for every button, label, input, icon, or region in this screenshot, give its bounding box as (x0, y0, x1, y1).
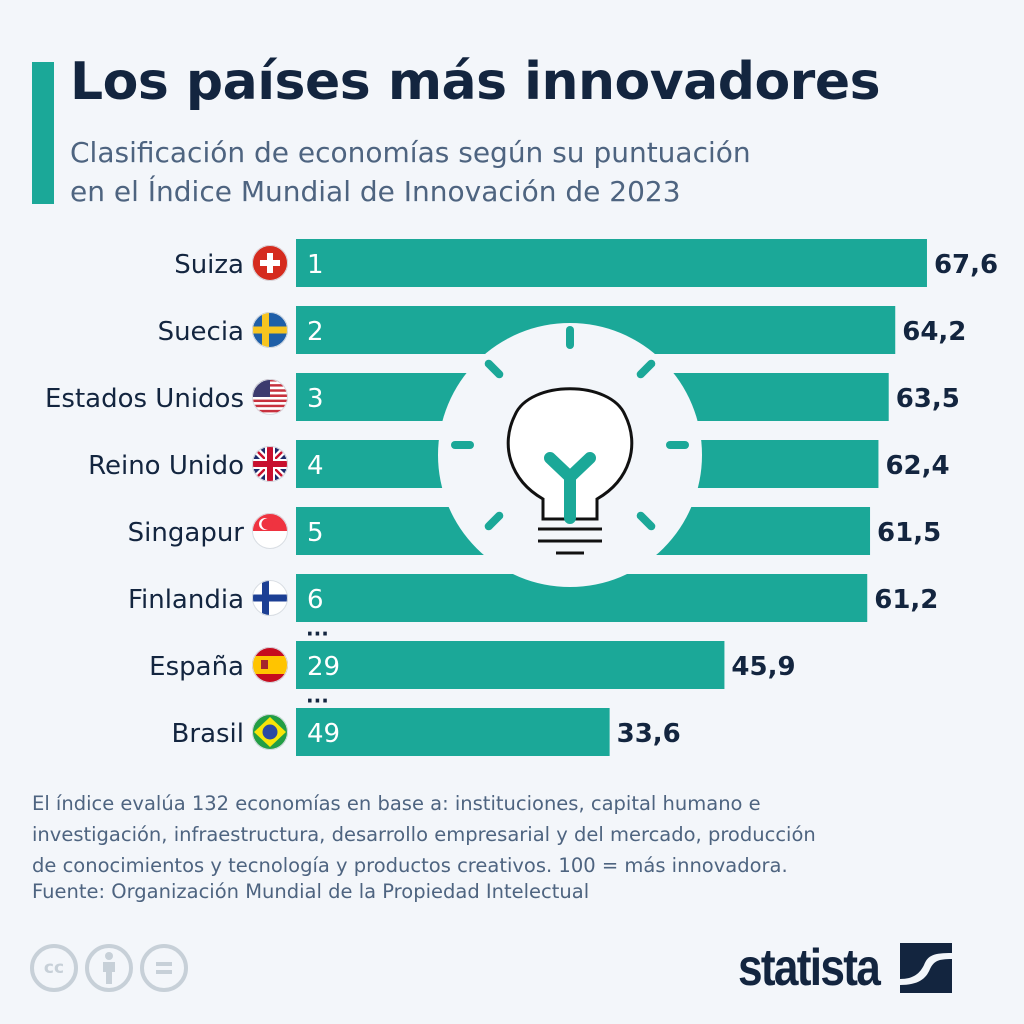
rank-label: 5 (307, 518, 324, 548)
category-label: Reino Unido (88, 451, 244, 481)
switzerland-flag-icon (252, 245, 288, 281)
attribution-icon[interactable] (85, 944, 133, 992)
light-ray (484, 359, 504, 379)
rank-label: 4 (307, 451, 324, 481)
category-label: Singapur (128, 518, 245, 548)
statista-wordmark: statista (738, 939, 881, 997)
category-label: Brasil (172, 719, 244, 749)
page-title: Los países más innovadores (70, 52, 881, 112)
value-label: 62,4 (885, 451, 949, 481)
bar-row: Suecia 2 64,2 (158, 306, 966, 354)
bar (296, 708, 610, 756)
footnote-line-2: investigación, infraestructura, desarrol… (32, 823, 816, 846)
sweden-flag-icon (252, 312, 288, 348)
creative-commons-icon[interactable]: cc (30, 944, 78, 992)
bar-row: Brasil 49 33,6 (172, 708, 681, 756)
uk-flag-icon (252, 446, 288, 482)
license-icons: cc (30, 944, 188, 992)
value-label: 45,9 (731, 652, 795, 682)
bar (296, 239, 927, 287)
value-label: 63,5 (896, 384, 960, 414)
rank-label: 6 (307, 585, 324, 615)
footnote-line-1: El índice evalúa 132 economías en base a… (32, 792, 761, 815)
bar-chart: Suiza 1 67,6 Suecia 2 64,2 Estados Unidos 3 63,5… (45, 239, 998, 756)
statista-logo-icon (900, 943, 953, 993)
statista-logo[interactable]: statista (738, 938, 953, 998)
rank-label: 1 (307, 250, 324, 280)
rank-label: 49 (307, 719, 340, 749)
footnote-line-3: de conocimientos y tecnología y producto… (32, 854, 788, 877)
rank-label: 29 (307, 652, 340, 682)
light-ray (636, 511, 656, 531)
no-derivatives-icon[interactable] (140, 944, 188, 992)
bar-row: Suiza 1 67,6 (174, 239, 998, 287)
lightbulb-icon (438, 323, 702, 587)
source-note: Fuente: Organización Mundial de la Propi… (32, 880, 590, 903)
category-label: España (149, 652, 244, 682)
rank-label: 2 (307, 317, 324, 347)
subtitle-line-1: Clasificación de economías según su punt… (70, 136, 751, 169)
subtitle-line-2: en el Índice Mundial de Innovación de 20… (70, 175, 681, 208)
bulb-glass (506, 387, 634, 521)
category-label: Estados Unidos (45, 384, 244, 414)
gap-marker: ... (306, 617, 329, 641)
title-accent-bar (32, 62, 54, 204)
category-label: Suecia (158, 317, 244, 347)
footnote: El índice evalúa 132 economías en base a… (32, 788, 816, 881)
bar-row: España 29 45,9 (149, 641, 796, 689)
value-label: 61,2 (874, 585, 938, 615)
singapore-flag-icon (252, 513, 288, 549)
finland-flag-icon (252, 580, 288, 616)
light-ray (484, 511, 504, 531)
bulb-filament (544, 452, 596, 524)
brazil-flag-icon (252, 714, 288, 750)
spain-flag-icon (252, 647, 288, 683)
usa-flag-icon (252, 379, 288, 415)
value-label: 33,6 (617, 719, 681, 749)
value-label: 61,5 (877, 518, 941, 548)
category-label: Suiza (174, 250, 244, 280)
gap-marker: ... (306, 684, 329, 708)
category-label: Finlandia (128, 585, 244, 615)
bar (296, 641, 725, 689)
light-ray (636, 359, 656, 379)
rank-label: 3 (307, 384, 324, 414)
value-label: 67,6 (934, 250, 998, 280)
value-label: 64,2 (902, 317, 966, 347)
page-subtitle: Clasificación de economías según su punt… (70, 133, 751, 211)
